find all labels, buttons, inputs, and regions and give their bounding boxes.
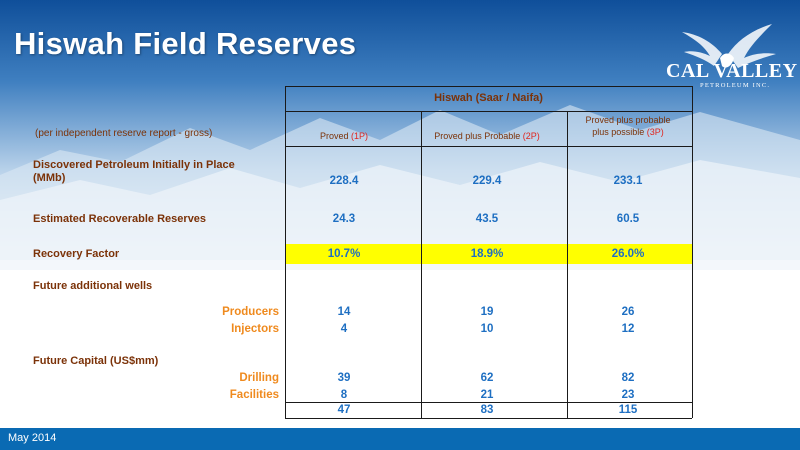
value-total-2p: 83 [480, 404, 494, 416]
value-facilities-3p: 23 [621, 389, 635, 401]
value-dpiip-2p: 229.4 [472, 175, 502, 187]
footer-bar [0, 428, 800, 450]
table-group-header: Hiswah (Saar / Naifa) [434, 92, 543, 104]
value-drilling-2p: 62 [480, 372, 494, 384]
report-note: (per independent reserve report - gross) [35, 128, 213, 139]
table-border [285, 86, 286, 418]
row-label-future-capital: Future Capital (US$mm) [33, 355, 159, 367]
table-border [567, 111, 568, 418]
value-drilling-3p: 82 [621, 372, 635, 384]
row-label-facilities: Facilities [229, 389, 279, 401]
value-err-3p: 60.5 [616, 213, 640, 225]
value-dpiip-3p: 233.1 [613, 175, 643, 187]
eagle-logo-icon [682, 24, 776, 68]
column-header-label: Proved [319, 131, 351, 141]
recovery-factor-highlight [285, 244, 692, 264]
row-label-dpiip: Discovered Petroleum Initially in Place … [33, 159, 235, 184]
value-total-3p: 115 [618, 404, 638, 416]
table-border [285, 86, 692, 87]
value-injectors-3p: 12 [621, 323, 635, 335]
row-label-recoverable-reserves: Estimated Recoverable Reserves [33, 213, 207, 225]
value-producers-2p: 19 [480, 306, 494, 318]
value-injectors-2p: 10 [480, 323, 494, 335]
table-border [285, 111, 692, 112]
table-border [285, 402, 692, 403]
column-header-label: Proved plus Probable [434, 131, 523, 141]
logo-subtitle: PETROLEUM INC. [700, 82, 771, 89]
table-border [285, 418, 692, 419]
column-header-3p: Proved plus probable plus possible (3P) [566, 114, 690, 138]
table-border [692, 86, 693, 418]
value-dpiip-1p: 228.4 [329, 175, 359, 187]
column-header-label: plus possible [592, 127, 647, 137]
value-facilities-1p: 8 [340, 389, 348, 401]
table-border [421, 111, 422, 418]
value-producers-3p: 26 [621, 306, 635, 318]
row-label-injectors: Injectors [231, 323, 279, 335]
value-drilling-1p: 39 [337, 372, 351, 384]
value-total-1p: 47 [337, 404, 351, 416]
column-header-2p: Proved plus Probable (2P) [412, 130, 562, 142]
slide-title: Hiswah Field Reserves [14, 26, 357, 61]
value-injectors-1p: 4 [340, 323, 348, 335]
logo-wordmark: CAL VALLEY [666, 60, 798, 82]
footer-date: May 2014 [8, 432, 57, 444]
table-border [285, 146, 692, 147]
value-facilities-2p: 21 [480, 389, 494, 401]
value-rf-3p: 26.0% [611, 248, 645, 260]
value-err-2p: 43.5 [475, 213, 499, 225]
column-header-code: (1P) [351, 131, 369, 141]
row-label-future-wells: Future additional wells [33, 280, 153, 292]
value-err-1p: 24.3 [332, 213, 356, 225]
value-producers-1p: 14 [337, 306, 351, 318]
row-label-producers: Producers [222, 306, 279, 318]
column-header-code: (3P) [646, 127, 664, 137]
row-label-recovery-factor: Recovery Factor [33, 248, 120, 260]
column-header-1p: Proved (1P) [283, 130, 405, 142]
column-header-label: Proved plus probable [585, 115, 671, 125]
column-header-code: (2P) [522, 131, 540, 141]
value-rf-2p: 18.9% [470, 248, 504, 260]
row-label-drilling: Drilling [239, 372, 279, 384]
value-rf-1p: 10.7% [327, 248, 361, 260]
